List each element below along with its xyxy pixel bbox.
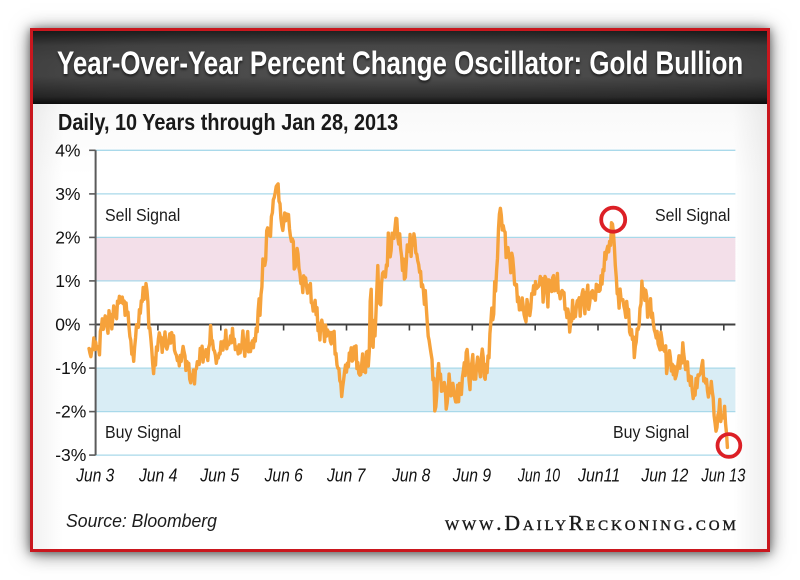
svg-text:2%: 2%	[55, 228, 80, 248]
svg-text:-3%: -3%	[55, 445, 86, 465]
svg-text:Jun11: Jun11	[577, 466, 620, 486]
svg-text:-1%: -1%	[55, 358, 86, 378]
svg-text:Jun 13: Jun 13	[701, 466, 746, 486]
svg-text:Jun 3: Jun 3	[75, 466, 114, 486]
svg-text:Jun 8: Jun 8	[391, 466, 430, 486]
svg-text:Jun 9: Jun 9	[452, 466, 491, 486]
svg-text:Jun 7: Jun 7	[326, 466, 366, 486]
svg-text:0%: 0%	[55, 315, 80, 335]
svg-text:Jun 10: Jun 10	[517, 466, 560, 486]
svg-text:3%: 3%	[55, 184, 80, 204]
svg-text:Jun 5: Jun 5	[199, 466, 240, 486]
svg-text:-2%: -2%	[55, 402, 86, 422]
svg-text:4%: 4%	[55, 140, 80, 160]
svg-text:Jun 4: Jun 4	[138, 466, 177, 486]
svg-text:Jun 12: Jun 12	[641, 466, 689, 486]
svg-text:Jun 6: Jun 6	[264, 466, 304, 486]
svg-text:1%: 1%	[55, 271, 80, 291]
